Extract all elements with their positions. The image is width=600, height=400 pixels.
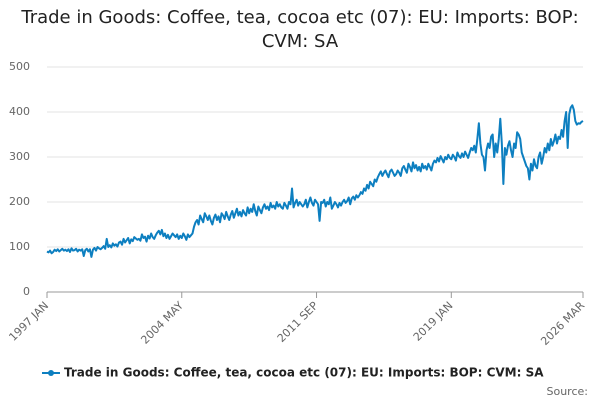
y-tick-label: 400 [9, 105, 30, 118]
y-tick-label: 200 [9, 195, 30, 208]
x-tick-label: 2026 MAR [538, 299, 587, 348]
y-tick-label: 300 [9, 150, 30, 163]
y-tick-label: 0 [23, 285, 30, 298]
x-tick-label: 2019 JAN [411, 299, 456, 344]
x-tick-label: 2011 SEP [275, 299, 321, 345]
line [46, 104, 584, 258]
source: Source: [547, 385, 589, 398]
legend-marker [48, 370, 54, 376]
x-tick-label: 2004 MAY [138, 299, 186, 347]
chart-title: Trade in Goods: Coffee, tea, cocoa etc (… [21, 7, 579, 52]
y-tick-label: 100 [9, 240, 30, 253]
y-tick-label: 500 [9, 60, 30, 73]
legend-label: Trade in Goods: Coffee, tea, cocoa etc (… [64, 366, 544, 380]
x-tick-label: 1997 JAN [6, 299, 51, 344]
